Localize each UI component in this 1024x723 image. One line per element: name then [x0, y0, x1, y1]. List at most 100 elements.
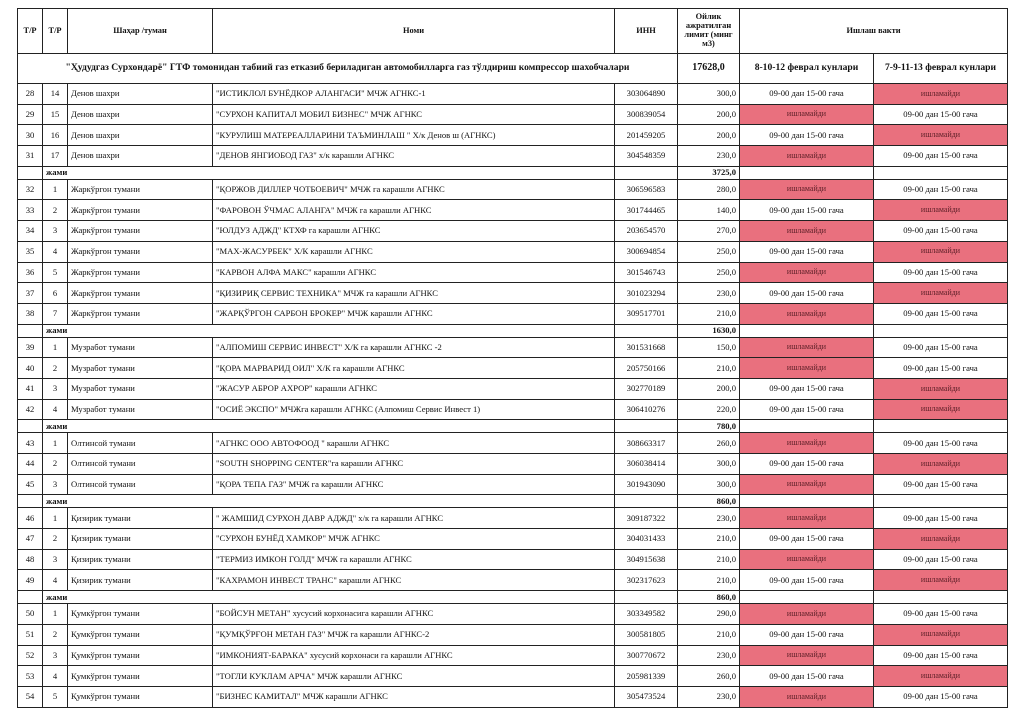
- subtotal-label: жами: [42, 590, 615, 605]
- row-inn: 303064890: [614, 83, 678, 105]
- cell-empty: [739, 419, 874, 434]
- cell-empty: [17, 323, 43, 338]
- row-city: Олтинсой тумани: [67, 453, 213, 475]
- row-district-number: 5: [42, 261, 68, 284]
- row-inn: 303349582: [614, 603, 678, 625]
- row-inn: 301023294: [614, 282, 678, 304]
- table-row: 28 14 Денов шахри "ИСТИКЛОЛ БУНЁДКОР АЛАНГА…: [17, 83, 1008, 105]
- table-row: 41 3 Музработ тумани "ЖАСУР АБРОР АХРОР" ка…: [17, 377, 1008, 400]
- row-period-2-status: ишламайди: [873, 83, 1008, 105]
- row-city: Қумкўргон тумани: [67, 603, 213, 625]
- schedule-sheet: Т/Р Т/Р Шаҳар /туман Номи ИНН Ойлик ажра…: [17, 8, 1008, 708]
- row-number: 51: [17, 623, 43, 646]
- row-name: "КАХРАМОН ИНВЕСТ ТРАНС" карашли АГНКС: [212, 569, 615, 592]
- row-inn: 306596583: [614, 178, 678, 201]
- row-limit: 210,0: [677, 623, 740, 646]
- table-row: 33 2 Жаркўргон тумани "ФАРОВОН ЎЧМАС АЛАНГА…: [17, 199, 1008, 222]
- row-name: "ЖАРҚЎРГОН САРБОН БРОКЕР" МЧЖ карашли АГ…: [212, 302, 615, 325]
- row-period-1-status: ишламайди: [739, 473, 874, 496]
- row-name: "ҚОРЖОВ ДИЛЛЕР ЧОТБОЕВИЧ" МЧЖ га карашли…: [212, 178, 615, 201]
- row-period-1-status: ишламайди: [739, 336, 874, 359]
- row-period-2-status: 09-00 дан 15-00 гача: [873, 261, 1008, 284]
- row-number: 41: [17, 377, 43, 400]
- row-number: 43: [17, 432, 43, 454]
- row-city: Олтинсой тумани: [67, 432, 213, 454]
- row-period-2-status: ишламайди: [873, 398, 1008, 421]
- row-limit: 260,0: [677, 432, 740, 454]
- row-period-1-status: 09-00 дан 15-00 гача: [739, 665, 874, 687]
- table-row: 31 17 Денов шахри "ДЕНОВ ЯНГИОБОД ГАЗ" х/к …: [17, 145, 1008, 167]
- row-limit: 210,0: [677, 569, 740, 592]
- row-period-2-status: 09-00 дан 15-00 гача: [873, 685, 1008, 708]
- cell-empty: [614, 419, 678, 434]
- row-limit: 200,0: [677, 103, 740, 126]
- row-period-1-status: ишламайди: [739, 644, 874, 667]
- row-city: Қумкўргон тумани: [67, 623, 213, 646]
- cell-empty: [873, 165, 1008, 180]
- row-period-1-status: 09-00 дан 15-00 гача: [739, 569, 874, 592]
- row-period-1-status: ишламайди: [739, 220, 874, 242]
- row-number: 39: [17, 336, 43, 359]
- row-city: Денов шахри: [67, 124, 213, 147]
- row-name: "ИСТИКЛОЛ БУНЁДКОР АЛАНГАСИ" МЧЖ АГНКС-1: [212, 83, 615, 105]
- row-name: "БОЙСУН МЕТАН" хусусий корхонасига караш…: [212, 603, 615, 625]
- row-limit: 230,0: [677, 644, 740, 667]
- row-period-1-status: 09-00 дан 15-00 гача: [739, 528, 874, 550]
- cell-empty: [17, 165, 43, 180]
- cell-empty: [739, 590, 874, 605]
- cell-empty: [739, 165, 874, 180]
- cell-empty: [17, 494, 43, 509]
- row-inn: 304548359: [614, 145, 678, 167]
- row-inn: 300581805: [614, 623, 678, 646]
- row-name: "ҚОРА МАРВАРИД ОИЛ" Х/К га карашли АГНКС: [212, 357, 615, 379]
- row-limit: 230,0: [677, 282, 740, 304]
- cell-empty: [873, 323, 1008, 338]
- row-period-1-status: ишламайди: [739, 548, 874, 571]
- row-city: Жаркўргон тумани: [67, 220, 213, 242]
- table-row: 54 5 Қумкўргон тумани "БИЗНЕС КАМИТАЛ" МЧЖ …: [17, 685, 1008, 708]
- row-number: 33: [17, 199, 43, 222]
- row-period-2-status: ишламайди: [873, 282, 1008, 304]
- row-district-number: 4: [42, 240, 68, 263]
- row-city: Денов шахри: [67, 83, 213, 105]
- row-city: Жаркўргон тумани: [67, 282, 213, 304]
- row-name: "КАРВОН АЛФА МАКС" карашли АГНКС: [212, 261, 615, 284]
- banner-period-1: 8-10-12 феврал кунлари: [739, 53, 874, 84]
- table-row: 29 15 Денов шахри "СУРХОН КАПИТАЛ МОБИЛ БИЗ…: [17, 103, 1008, 126]
- row-period-2-status: 09-00 дан 15-00 гача: [873, 603, 1008, 625]
- subtotal-value: 860,0: [677, 494, 740, 509]
- row-inn: 309187322: [614, 507, 678, 530]
- subtotal-value: 860,0: [677, 590, 740, 605]
- row-period-2-status: 09-00 дан 15-00 гача: [873, 336, 1008, 359]
- row-period-2-status: 09-00 дан 15-00 гача: [873, 548, 1008, 571]
- subtotal-value: 3725,0: [677, 165, 740, 180]
- row-inn: 306410276: [614, 398, 678, 421]
- row-district-number: 17: [42, 145, 68, 167]
- row-name: "ТОГЛИ КУКЛАМ АРЧА" МЧЖ карашли АГНКС: [212, 665, 615, 687]
- row-city: Қумкўргон тумани: [67, 665, 213, 687]
- table-row: 37 6 Жаркўргон тумани "ҚИЗИРИҚ СЕРВИС ТЕХНИ…: [17, 282, 1008, 304]
- stations-table: Т/Р Т/Р Шаҳар /туман Номи ИНН Ойлик ажра…: [17, 8, 1008, 708]
- row-inn: 302317623: [614, 569, 678, 592]
- row-district-number: 1: [42, 507, 68, 530]
- row-limit: 230,0: [677, 685, 740, 708]
- row-limit: 210,0: [677, 528, 740, 550]
- subtotal-label: жами: [42, 419, 615, 434]
- row-inn: 301744465: [614, 199, 678, 222]
- row-period-1-status: 09-00 дан 15-00 гача: [739, 83, 874, 105]
- row-inn: 300694854: [614, 240, 678, 263]
- row-name: "ЖАСУР АБРОР АХРОР" карашли АГНКС: [212, 377, 615, 400]
- row-period-1-status: 09-00 дан 15-00 гача: [739, 199, 874, 222]
- cell-empty: [17, 419, 43, 434]
- row-period-2-status: 09-00 дан 15-00 гача: [873, 473, 1008, 496]
- row-district-number: 4: [42, 398, 68, 421]
- row-number: 52: [17, 644, 43, 667]
- row-number: 44: [17, 453, 43, 475]
- table-row: 36 5 Жаркўргон тумани "КАРВОН АЛФА МАКС" ка…: [17, 261, 1008, 284]
- row-number: 35: [17, 240, 43, 263]
- row-district-number: 14: [42, 83, 68, 105]
- row-number: 49: [17, 569, 43, 592]
- row-district-number: 2: [42, 199, 68, 222]
- row-number: 40: [17, 357, 43, 379]
- row-district-number: 16: [42, 124, 68, 147]
